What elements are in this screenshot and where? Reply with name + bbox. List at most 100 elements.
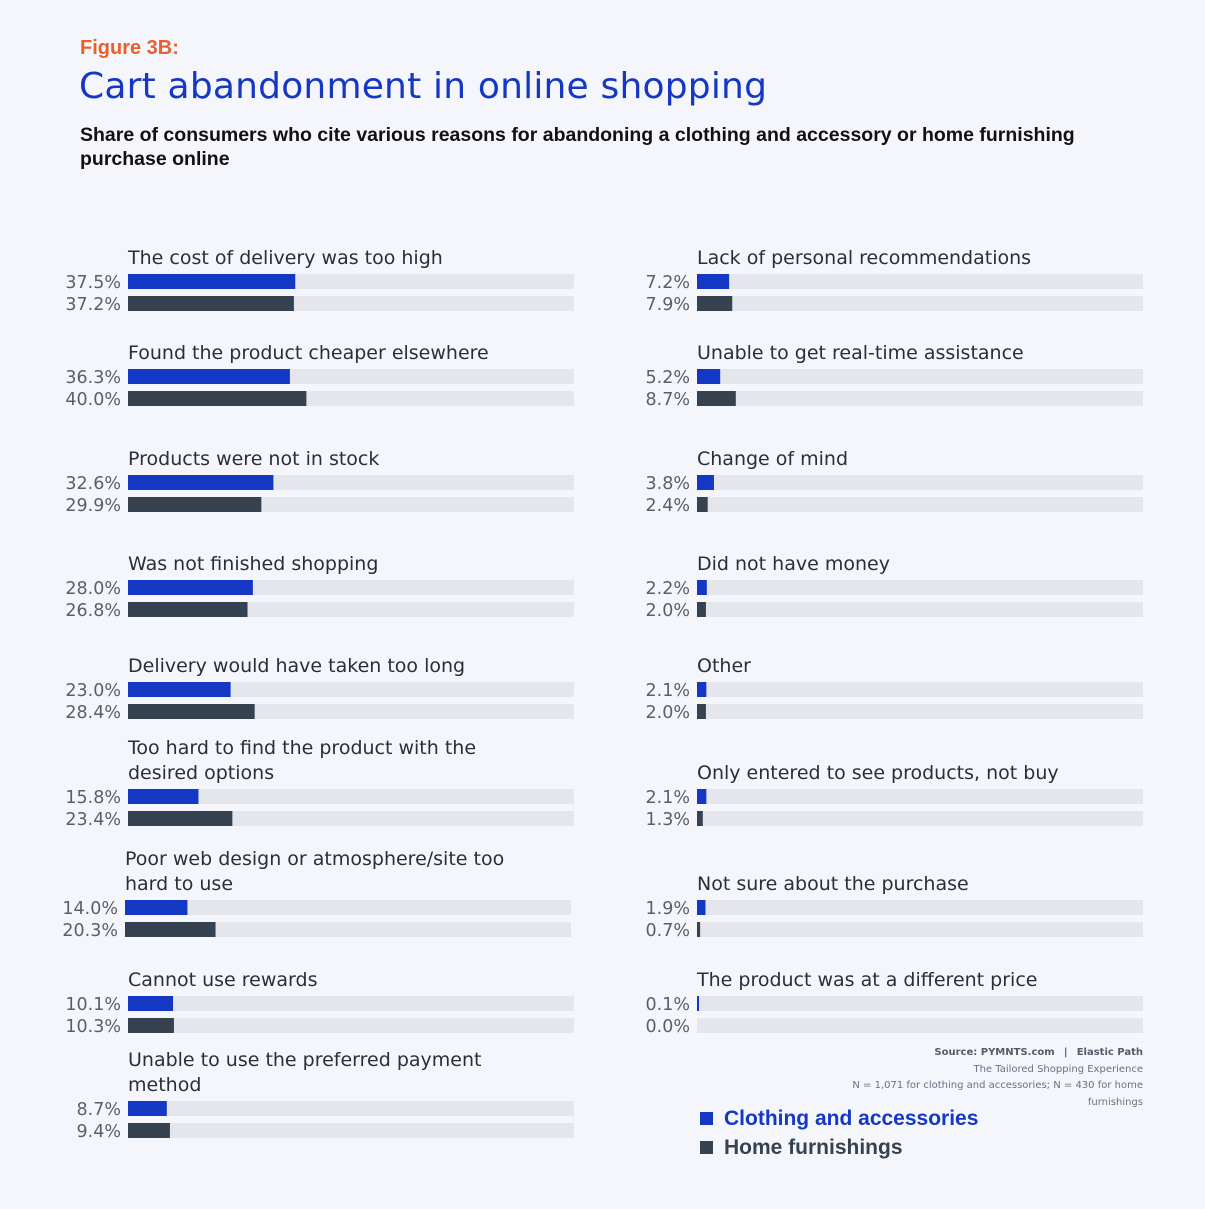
value-label-home: 8.7% xyxy=(646,390,690,410)
bar-clothing xyxy=(128,996,174,1011)
bar-track xyxy=(697,296,1143,311)
bar-track xyxy=(697,497,1143,512)
category-label: Poor web design or atmosphere/site too xyxy=(125,848,504,870)
value-label-clothing: 23.0% xyxy=(65,681,121,701)
value-label-clothing: 0.1% xyxy=(646,995,690,1015)
bar-home xyxy=(697,497,708,512)
value-label-clothing: 10.1% xyxy=(65,995,121,1015)
bar-track xyxy=(697,682,1143,697)
bar-clothing xyxy=(697,789,707,804)
value-label-home: 37.2% xyxy=(65,295,121,315)
bar-track xyxy=(697,475,1143,490)
category-label: Unable to use the preferred payment xyxy=(128,1049,482,1071)
value-label-clothing: 8.7% xyxy=(77,1100,121,1120)
bar-track xyxy=(125,922,571,937)
category-label: The cost of delivery was too high xyxy=(127,247,443,269)
bar-track xyxy=(128,1123,574,1138)
bar-track xyxy=(697,369,1143,384)
source-sample-size-cont: furnishings xyxy=(1087,1096,1143,1108)
bar-track xyxy=(128,682,574,697)
value-label-home: 9.4% xyxy=(77,1122,121,1142)
value-label-home: 10.3% xyxy=(65,1017,121,1037)
bar-clothing xyxy=(125,900,188,915)
value-label-clothing: 5.2% xyxy=(646,368,690,388)
bar-track xyxy=(128,1101,574,1116)
bar-clothing xyxy=(697,900,706,915)
category-label: Delivery would have taken too long xyxy=(128,655,465,677)
bar-clothing xyxy=(697,475,714,490)
category-label: The product was at a different price xyxy=(696,969,1037,991)
value-label-home: 0.7% xyxy=(646,921,690,941)
value-label-clothing: 2.1% xyxy=(646,681,690,701)
category-label: Too hard to find the product with the xyxy=(127,737,476,759)
category-label: Only entered to see products, not buy xyxy=(697,762,1059,784)
bar-home xyxy=(697,811,703,826)
bar-home xyxy=(128,811,233,826)
chart-subtitle: Share of consumers who cite various reas… xyxy=(80,124,1075,170)
value-label-clothing: 14.0% xyxy=(62,899,118,919)
legend-swatch-clothing xyxy=(700,1112,713,1125)
value-label-home: 2.0% xyxy=(646,703,690,723)
bar-clothing xyxy=(128,1101,167,1116)
bar-track xyxy=(697,811,1143,826)
value-label-home: 2.4% xyxy=(646,496,690,516)
value-label-clothing: 7.2% xyxy=(646,273,690,293)
bar-home xyxy=(128,704,255,719)
value-label-home: 1.3% xyxy=(646,810,690,830)
source-separator: | xyxy=(1063,1047,1068,1058)
source-report: The Tailored Shopping Experience xyxy=(973,1063,1143,1075)
category-label: Was not finished shopping xyxy=(128,553,378,575)
bar-track xyxy=(697,704,1143,719)
source-note: Source: PYMNTS.com | Elastic Path The Ta… xyxy=(723,1045,1143,1111)
value-label-clothing: 36.3% xyxy=(65,368,121,388)
value-label-home: 23.4% xyxy=(65,810,121,830)
category-label: Other xyxy=(697,655,751,677)
bar-track xyxy=(697,900,1143,915)
value-label-clothing: 2.1% xyxy=(646,788,690,808)
value-label-clothing: 32.6% xyxy=(65,474,121,494)
bar-track xyxy=(697,391,1143,406)
bar-track xyxy=(697,922,1143,937)
source-line-1: Source: PYMNTS.com | Elastic Path xyxy=(723,1045,1143,1062)
value-label-home: 7.9% xyxy=(646,295,690,315)
category-label: hard to use xyxy=(125,873,233,895)
value-label-home: 2.0% xyxy=(646,601,690,621)
bar-track xyxy=(697,274,1143,289)
bar-track xyxy=(125,900,571,915)
bar-track xyxy=(697,602,1143,617)
figure-label: Figure 3B: xyxy=(80,37,179,59)
bar-clothing xyxy=(697,274,730,289)
bar-track xyxy=(128,811,574,826)
bar-clothing xyxy=(128,274,296,289)
bar-home xyxy=(697,391,736,406)
source-sample-size: N = 1,071 for clothing and accessories; … xyxy=(852,1080,1143,1091)
bar-home xyxy=(128,1018,174,1033)
bar-clothing xyxy=(128,789,199,804)
category-label: Found the product cheaper elsewhere xyxy=(128,342,489,364)
bar-clothing xyxy=(128,369,290,384)
bar-track xyxy=(697,580,1143,595)
legend-label-home: Home furnishings xyxy=(724,1135,903,1159)
bar-clothing xyxy=(697,580,707,595)
bar-clothing xyxy=(697,682,707,697)
value-label-home: 40.0% xyxy=(65,390,121,410)
bar-clothing xyxy=(697,369,721,384)
category-label: Not sure about the purchase xyxy=(697,873,969,895)
bar-home xyxy=(125,922,216,937)
bar-clothing xyxy=(128,475,274,490)
bar-track xyxy=(697,1018,1143,1033)
category-label: Change of mind xyxy=(697,448,848,470)
value-label-clothing: 15.8% xyxy=(65,788,121,808)
chart-title: Cart abandonment in online shopping xyxy=(79,66,768,107)
bar-home xyxy=(697,704,706,719)
value-label-home: 28.4% xyxy=(65,703,121,723)
category-label: method xyxy=(128,1074,201,1096)
source-name: Source: PYMNTS.com xyxy=(934,1047,1055,1058)
bar-home xyxy=(128,497,262,512)
category-label: Did not have money xyxy=(697,553,890,575)
bar-home xyxy=(128,296,294,311)
bar-home xyxy=(128,602,248,617)
legend-item-home: Home furnishings xyxy=(700,1133,978,1162)
bar-home xyxy=(128,391,307,406)
